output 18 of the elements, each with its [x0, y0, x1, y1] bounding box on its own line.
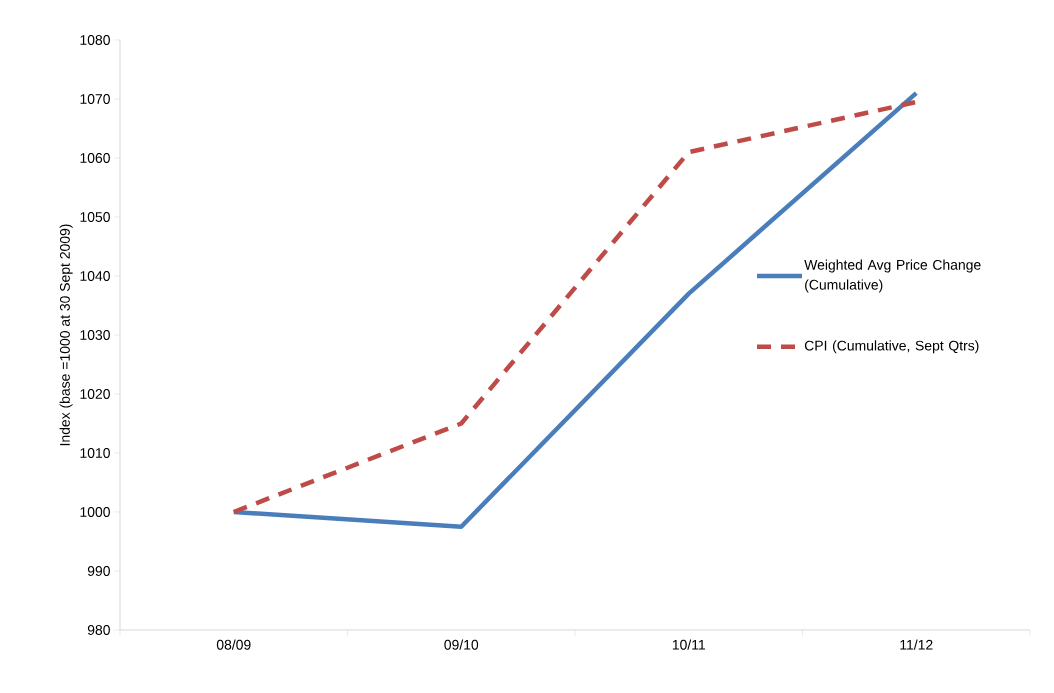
- y-tick-label: 1010: [80, 448, 110, 458]
- y-tick-label: 990: [87, 566, 110, 576]
- y-tick-label: 1040: [80, 271, 110, 281]
- y-tick-label: 1000: [80, 507, 110, 517]
- y-tick-label: 1050: [80, 212, 110, 222]
- legend-label: Weighted Avg Price Change (Cumulative): [804, 259, 981, 293]
- x-tick-label: 10/11: [672, 639, 706, 650]
- legend-label: CPI (Cumulative, Sept Qtrs): [804, 340, 979, 354]
- y-tick-label: 1030: [80, 330, 110, 340]
- x-tick-label: 09/10: [444, 639, 479, 650]
- y-tick-label: 980: [87, 625, 110, 635]
- y-tick-label: 1060: [80, 153, 110, 163]
- y-tick-label: 1020: [80, 389, 110, 399]
- y-axis-title: Index (base =1000 at 30 Sept 2009): [59, 224, 73, 446]
- x-tick-label: 11/12: [900, 639, 933, 650]
- y-tick-label: 1070: [80, 94, 110, 104]
- x-tick-label: 08/09: [216, 639, 251, 650]
- y-tick-label: 1080: [80, 35, 110, 45]
